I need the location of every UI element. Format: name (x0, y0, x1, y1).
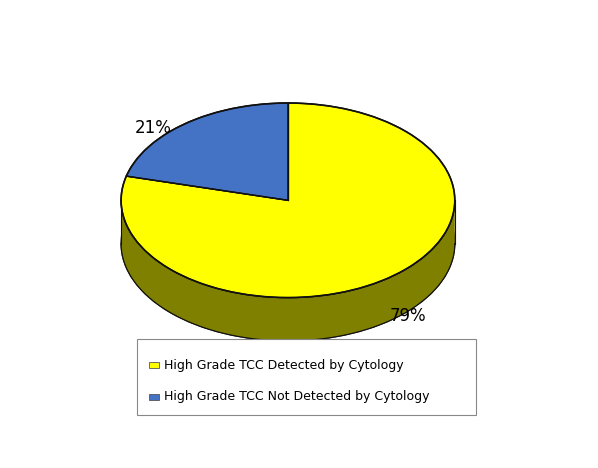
Polygon shape (126, 103, 288, 200)
Bar (149, 362, 159, 368)
Text: High Grade TCC Detected by Cytology: High Grade TCC Detected by Cytology (164, 358, 404, 372)
Ellipse shape (121, 146, 454, 341)
FancyBboxPatch shape (138, 339, 475, 415)
Polygon shape (121, 103, 454, 298)
Text: 79%: 79% (390, 307, 427, 325)
Polygon shape (121, 200, 455, 341)
Text: High Grade TCC Not Detected by Cytology: High Grade TCC Not Detected by Cytology (164, 390, 429, 403)
Bar (149, 394, 159, 400)
Text: 21%: 21% (135, 119, 172, 137)
